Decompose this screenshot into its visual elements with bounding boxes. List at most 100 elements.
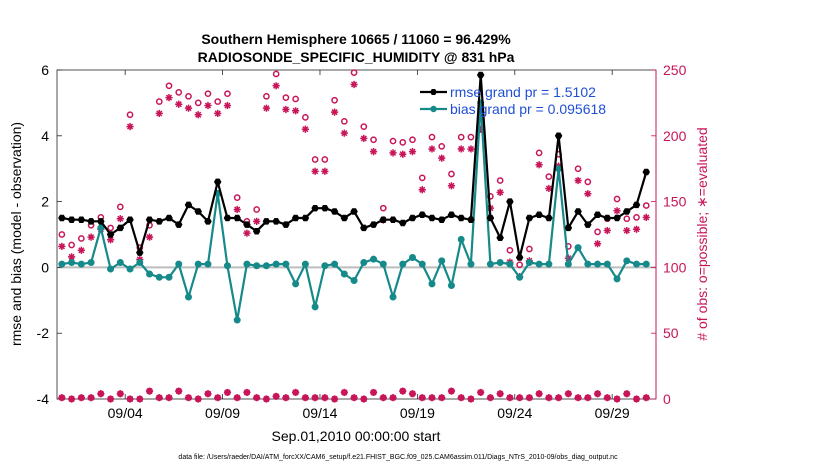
obs-count-evaluated-marker xyxy=(116,390,124,398)
obs-possible-marker xyxy=(360,123,368,130)
obs-evaluated-marker xyxy=(243,229,251,237)
rmse-point xyxy=(194,208,202,215)
obs-evaluated-marker xyxy=(603,226,611,235)
obs-count-evaluated-marker xyxy=(126,395,134,403)
rmse-point xyxy=(506,198,514,205)
obs-count-evaluated-marker xyxy=(243,388,251,397)
obs-count-evaluated-marker xyxy=(642,394,650,402)
obs-evaluated-marker xyxy=(438,154,446,162)
obs-evaluated-marker xyxy=(593,240,602,248)
rmse-point xyxy=(321,204,329,212)
obs-count-evaluated-marker xyxy=(516,394,524,402)
obs-count-evaluated-marker xyxy=(525,394,533,402)
bias-point xyxy=(340,270,348,278)
obs-possible-marker xyxy=(487,192,494,200)
bias-point xyxy=(58,260,66,268)
obs-evaluated-marker xyxy=(632,225,641,233)
bias-point xyxy=(535,260,543,268)
bias-point xyxy=(233,316,241,324)
rmse-point xyxy=(623,208,631,215)
obs-count-evaluated-marker xyxy=(145,387,154,395)
obs-count-evaluated-marker xyxy=(418,394,426,402)
bias-point xyxy=(136,258,144,266)
plot-frame xyxy=(56,69,657,400)
obs-possible-marker xyxy=(321,156,329,163)
obs-evaluated-marker xyxy=(330,108,339,116)
rmse-point xyxy=(486,214,495,222)
bias-point xyxy=(126,265,134,273)
rmse-point xyxy=(389,216,397,223)
obs-count-evaluated-marker xyxy=(87,394,95,402)
obs-count-evaluated-marker xyxy=(77,394,85,402)
obs-count-evaluated-marker xyxy=(438,394,446,402)
obs-possible-marker xyxy=(467,133,475,141)
rmse-point xyxy=(175,221,183,228)
obs-possible-marker xyxy=(185,92,192,100)
obs-evaluated-marker xyxy=(233,205,241,214)
obs-count-evaluated-marker xyxy=(233,394,241,402)
bias-point xyxy=(584,260,592,268)
bias-point xyxy=(545,260,553,268)
y-tick-label-right: 150 xyxy=(663,194,687,210)
obs-possible-marker xyxy=(613,195,621,203)
y-tick-label-left: 6 xyxy=(41,62,49,78)
rmse-point xyxy=(340,214,349,222)
obs-count-evaluated-marker xyxy=(292,388,300,397)
x-tick-label: 09/19 xyxy=(400,405,435,421)
obs-possible-marker xyxy=(574,165,582,173)
y-tick-label-right: 200 xyxy=(663,128,687,144)
obs-possible-marker xyxy=(340,117,348,125)
obs-evaluated-marker xyxy=(408,147,417,156)
obs-evaluated-marker xyxy=(253,217,261,225)
obs-possible-marker xyxy=(409,136,416,144)
obs-possible-marker xyxy=(370,136,377,144)
obs-evaluated-marker xyxy=(350,80,358,89)
y-tick-label-left: -4 xyxy=(37,391,50,407)
bias-point xyxy=(418,260,426,268)
bias-point xyxy=(525,258,533,266)
bias-point xyxy=(379,260,387,268)
obs-count-evaluated-marker xyxy=(389,394,397,402)
obs-possible-marker xyxy=(399,139,407,146)
obs-count-evaluated-marker xyxy=(369,388,378,397)
rmse-point xyxy=(87,218,95,225)
obs-count-evaluated-marker xyxy=(155,394,163,402)
obs-evaluated-marker xyxy=(642,213,650,221)
obs-count-evaluated-marker xyxy=(555,394,563,402)
rmse-point xyxy=(282,221,290,228)
bias-point xyxy=(77,260,85,268)
obs-count-evaluated-marker xyxy=(204,390,212,398)
bias-point xyxy=(165,273,173,281)
legend-bias-label: bias grand pr = 0.095618 xyxy=(450,101,606,117)
x-tick-label: 09/04 xyxy=(108,405,143,421)
obs-possible-marker xyxy=(350,69,358,76)
x-tick-label: 09/24 xyxy=(497,405,532,421)
bias-point xyxy=(486,260,494,268)
rmse-point xyxy=(437,216,446,223)
obs-possible-marker xyxy=(126,111,134,119)
bias-point xyxy=(243,260,251,268)
chart-subtitle: RADIOSONDE_SPECIFIC_HUMIDITY @ 831 hPa xyxy=(198,49,515,65)
obs-count-evaluated-marker xyxy=(350,394,358,402)
obs-evaluated-marker xyxy=(477,125,485,133)
rmse-point xyxy=(574,208,582,215)
rmse-point xyxy=(554,132,563,140)
obs-possible-marker xyxy=(526,245,533,253)
obs-count-evaluated-marker xyxy=(330,395,339,403)
obs-possible-marker xyxy=(253,206,261,213)
legend-rmse-label: rmse grand pr = 1.5102 xyxy=(450,84,596,100)
bias-point xyxy=(321,262,329,270)
bias-point xyxy=(184,293,192,301)
bias-point xyxy=(496,258,504,266)
rmse-point xyxy=(399,219,407,227)
footer-data-file: data file: /Users/raeder/DAI/ATM_forcXX/… xyxy=(178,454,618,461)
bias-point xyxy=(603,260,611,268)
bias-point xyxy=(116,258,124,266)
rmse-point xyxy=(301,214,310,222)
obs-evaluated-marker xyxy=(545,184,553,193)
obs-evaluated-marker xyxy=(223,101,232,110)
obs-evaluated-marker xyxy=(165,94,173,102)
x-tick-label: 09/09 xyxy=(205,405,240,421)
obs-count-evaluated-marker xyxy=(165,394,173,402)
bias-point xyxy=(467,260,475,268)
